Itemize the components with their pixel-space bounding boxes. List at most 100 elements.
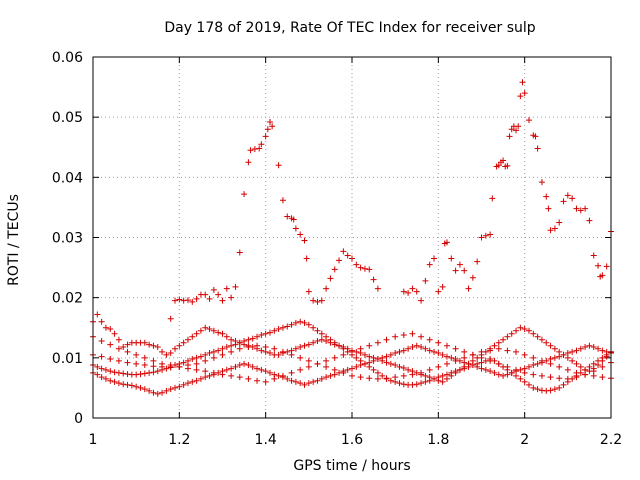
- data-point-track-b: [336, 342, 343, 349]
- data-point-arc-early: [232, 283, 239, 290]
- data-point-spike-2: [599, 272, 606, 279]
- data-point-track-d: [228, 372, 235, 379]
- data-point-track-a: [500, 336, 507, 343]
- data-point-track-a: [543, 339, 550, 346]
- data-point-track-b: [210, 348, 217, 355]
- data-point-track-c: [310, 378, 317, 385]
- data-point-arc-early: [202, 291, 209, 298]
- data-point-track-d: [547, 374, 554, 381]
- data-point-track-b: [228, 342, 235, 349]
- data-point-arc-early: [219, 297, 226, 304]
- data-point-track-d: [556, 375, 563, 382]
- data-point-track-d: [271, 375, 278, 382]
- data-point-track-b: [206, 350, 213, 357]
- data-point-track-a: [94, 311, 101, 318]
- data-point-track-c: [603, 348, 610, 355]
- data-point-track-e: [530, 354, 537, 361]
- data-point-track-a: [210, 327, 217, 334]
- data-point-track-a: [146, 341, 153, 348]
- data-point-track-b: [314, 327, 321, 334]
- data-point-track-a: [154, 344, 161, 351]
- data-point-track-b: [400, 381, 407, 388]
- data-point-track-b: [439, 372, 446, 379]
- data-point-track-d: [400, 331, 407, 338]
- data-point-arc-late: [452, 267, 459, 274]
- data-point-track-b: [180, 359, 187, 366]
- data-point-track-c: [409, 344, 416, 351]
- data-point-track-b: [409, 381, 416, 388]
- data-point-track-c: [189, 378, 196, 385]
- x-tick-label: 2: [520, 432, 529, 448]
- data-point-track-c: [236, 362, 243, 369]
- data-point-track-c: [422, 345, 429, 352]
- data-point-track-a: [223, 333, 230, 340]
- data-point-track-e: [141, 362, 148, 369]
- data-point-track-e: [331, 366, 338, 373]
- data-point-track-c: [482, 366, 489, 373]
- data-point-track-c: [344, 366, 351, 373]
- data-point-track-a: [163, 351, 170, 358]
- data-point-track-a: [525, 327, 532, 334]
- data-point-track-d: [452, 345, 459, 352]
- data-point-track-e: [219, 351, 226, 358]
- data-point-track-c: [297, 380, 304, 387]
- data-point-track-b: [422, 378, 429, 385]
- data-point-spike-2: [545, 205, 552, 212]
- data-point-track-b: [115, 369, 122, 376]
- data-point-track-b: [146, 369, 153, 376]
- data-point-track-c: [400, 347, 407, 354]
- data-point-arc-mid: [318, 297, 325, 304]
- data-point-spike-1: [284, 213, 291, 220]
- data-point-arc-early: [193, 295, 200, 302]
- data-point-track-d: [435, 339, 442, 346]
- data-point-track-e: [383, 375, 390, 382]
- data-point-arc-late: [435, 288, 442, 295]
- data-point-track-b: [543, 387, 550, 394]
- data-point-spike-2: [577, 207, 584, 214]
- data-point-spike-2: [586, 217, 593, 224]
- data-point-track-c: [508, 369, 515, 376]
- data-point-track-c: [266, 369, 273, 376]
- data-point-track-c: [124, 381, 131, 388]
- data-points: [90, 79, 614, 397]
- data-point-track-e: [357, 374, 364, 381]
- data-point-arc-mid: [323, 285, 330, 292]
- data-point-track-b: [189, 356, 196, 363]
- data-point-spike-1: [245, 159, 252, 166]
- data-point-track-a: [184, 336, 191, 343]
- data-point-track-d: [504, 363, 511, 370]
- data-point-track-e: [124, 359, 131, 366]
- y-axis-label: ROTI / TECUs: [6, 194, 22, 286]
- data-point-track-e: [193, 360, 200, 367]
- data-point-spike-2: [508, 126, 515, 133]
- data-point-track-d: [349, 348, 355, 355]
- data-point-arc-early: [206, 295, 213, 302]
- data-point-arc-late: [443, 239, 450, 246]
- data-point-track-d: [133, 351, 140, 358]
- data-point-track-c: [405, 345, 412, 352]
- data-point-spike-1: [275, 162, 282, 169]
- data-point-spike-2: [603, 263, 610, 270]
- data-point-track-c: [595, 345, 602, 352]
- data-point-track-d: [219, 371, 226, 378]
- data-point-arc-mid: [331, 266, 338, 273]
- data-point-track-b: [590, 360, 597, 367]
- data-point-track-d: [331, 354, 338, 361]
- data-point-spike-2: [547, 227, 554, 234]
- data-point-track-b: [137, 371, 144, 378]
- data-point-arc-late: [431, 255, 438, 262]
- data-point-track-a: [111, 330, 118, 337]
- data-point-track-b: [102, 366, 109, 373]
- data-point-track-c: [599, 347, 606, 354]
- data-point-track-b: [560, 381, 567, 388]
- data-point-track-c: [569, 348, 576, 355]
- data-point-track-e: [254, 342, 261, 349]
- data-point-track-b: [521, 378, 528, 385]
- data-point-track-c: [370, 357, 377, 364]
- data-point-track-a: [167, 350, 174, 357]
- data-point-spike-2: [525, 117, 532, 124]
- data-point-track-c: [353, 363, 360, 370]
- data-point-track-e: [582, 371, 589, 378]
- data-point-track-d: [461, 348, 468, 355]
